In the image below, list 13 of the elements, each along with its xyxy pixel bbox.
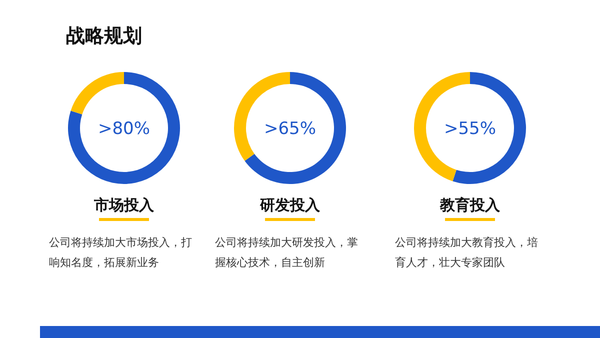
donut-slice — [68, 72, 180, 184]
text: 公司将持续加大研发投入，掌握核心技术，自主创新 — [215, 236, 358, 269]
text: 战略规划 — [66, 25, 142, 47]
text: >80% — [98, 119, 150, 139]
donut-slice — [244, 72, 346, 184]
text: >55% — [444, 119, 496, 139]
text: 教育投入 — [439, 196, 501, 214]
text: 公司将持续加大市场投入，打响知名度，拓展新业务 — [49, 236, 192, 269]
text: 市场投入 — [93, 196, 155, 214]
text: >65% — [264, 119, 316, 139]
donut-slice — [70, 72, 124, 114]
text: 研发投入 — [259, 196, 321, 214]
text: 公司将持续加大教育投入，培育人才，壮大专家团队 — [395, 236, 538, 269]
